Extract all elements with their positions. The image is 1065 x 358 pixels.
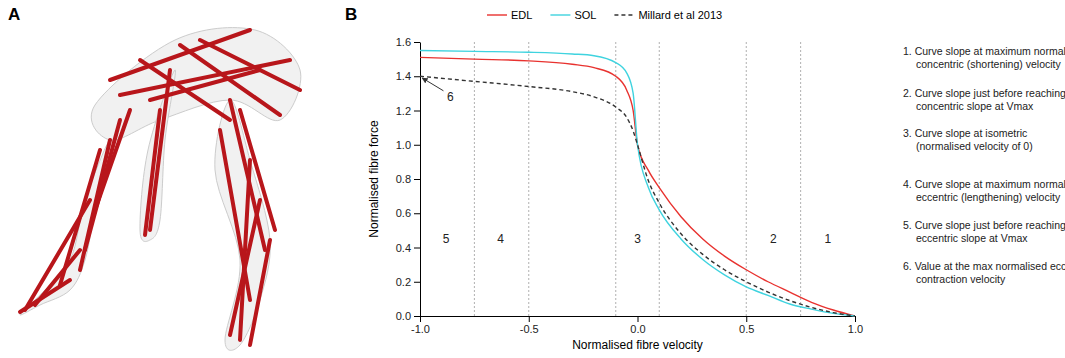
- x-axis-title: Normalised fibre velocity: [572, 338, 703, 352]
- tick-mark: [414, 213, 420, 214]
- annotation: 6: [447, 90, 454, 104]
- region-lines: [474, 42, 800, 316]
- region-line: [800, 42, 801, 316]
- tick: -1.0: [411, 316, 430, 335]
- musculoskeletal-model: [20, 28, 301, 351]
- note-line: 4. Curve slope at maximum normalised: [903, 178, 1065, 190]
- legend-swatch: [614, 14, 634, 15]
- note-line: 5. Curve slope just before reaching: [903, 219, 1065, 231]
- annotation-arrow: [422, 78, 443, 91]
- annotation: 1: [824, 232, 831, 246]
- annotation: 2: [770, 232, 777, 246]
- tick: 1.0: [396, 139, 420, 151]
- tick-mark: [855, 316, 856, 322]
- y-axis: 0.0 0.2 0.4 0.6 0.8 1.0 1.2 1.4 1.6: [396, 36, 421, 322]
- tick: 0.8: [396, 173, 420, 185]
- note-line: contraction velocity: [916, 273, 1006, 285]
- muscle-path: [25, 200, 90, 310]
- region-line: [474, 42, 475, 316]
- note-line: 2. Curve slope just before reaching: [903, 87, 1065, 99]
- annotation: 4: [497, 232, 504, 246]
- tick-mark: [420, 316, 421, 322]
- note-line: concentric (shortening) velocity: [916, 58, 1061, 70]
- legend: EDL SOL Millard et al 2013: [487, 9, 722, 21]
- tick-mark: [414, 111, 420, 112]
- tick: 1.0: [848, 316, 863, 335]
- tick-label: 0.8: [396, 173, 411, 185]
- tick-mark: [638, 316, 639, 322]
- tick-label: 0.4: [396, 242, 411, 254]
- muscle-path: [145, 110, 160, 235]
- tick-label: 0.5: [739, 323, 754, 335]
- tick-label: 0.6: [396, 207, 411, 219]
- panel-label: A: [8, 5, 20, 24]
- body-shape: [215, 100, 270, 350]
- tick-label: 0.0: [630, 323, 645, 335]
- note-line: eccentric (lengthening) velocity: [916, 191, 1061, 203]
- annotations: 5 4 3 2 1 6: [422, 78, 831, 246]
- series-line: [420, 51, 855, 316]
- axis-line: [420, 43, 421, 317]
- tick-mark: [414, 282, 420, 283]
- figure: A B -1.0 -0.5 0.0 0.5 1.0 0.0 0.2 0.4 0.6 0.8 1.0 1.2…: [0, 0, 1065, 358]
- note-line: eccentric slope at Vmax: [916, 232, 1028, 244]
- note-line: 3. Curve slope at isometric: [903, 127, 1027, 139]
- tick-mark: [414, 248, 420, 249]
- tick-mark: [414, 179, 420, 180]
- annotation: 3: [634, 232, 641, 246]
- region-line: [528, 42, 529, 316]
- tick-label: 1.4: [396, 70, 411, 82]
- legend-label: EDL: [511, 9, 532, 21]
- series-line: [420, 57, 855, 316]
- tick: 1.4: [396, 70, 420, 82]
- region-line: [615, 42, 616, 316]
- note-line: concentric slope at Vmax: [916, 100, 1034, 112]
- plot-lines: [420, 51, 855, 316]
- body-shape: [91, 28, 301, 141]
- legend-swatch: [487, 14, 507, 15]
- tick-mark: [414, 316, 420, 317]
- tick: 0.4: [396, 242, 420, 254]
- tick-mark: [746, 316, 747, 322]
- muscle-path: [150, 70, 170, 230]
- tick: 0.6: [396, 207, 420, 219]
- muscle-path: [85, 120, 120, 250]
- body-shape: [20, 140, 110, 315]
- tick-label: 1.0: [396, 139, 411, 151]
- region-line: [659, 42, 660, 316]
- tick-mark: [529, 316, 530, 322]
- legend-label: SOL: [574, 9, 596, 21]
- notes: 1. Curve slope at maximum normalisedconc…: [903, 45, 1065, 285]
- tick: 0.2: [396, 276, 420, 288]
- tick-label: -1.0: [411, 323, 430, 335]
- y-axis-title: Normalised fibre force: [367, 120, 381, 238]
- series-line: [420, 76, 855, 316]
- tick-label: 0.2: [396, 276, 411, 288]
- region-line: [746, 42, 747, 316]
- legend-label: Millard et al 2013: [638, 9, 722, 21]
- muscle-path: [250, 240, 270, 345]
- panel-label: B: [345, 5, 357, 24]
- x-axis: -1.0 -0.5 0.0 0.5 1.0: [411, 316, 863, 335]
- tick-label: -0.5: [520, 323, 539, 335]
- tick: 0.5: [739, 316, 754, 335]
- note-line: 6. Value at the max normalised eccentric: [903, 260, 1065, 272]
- note-line: 1. Curve slope at maximum normalised: [903, 45, 1065, 57]
- tick: 1.2: [396, 105, 420, 117]
- tick-mark: [414, 76, 420, 77]
- legend-swatch: [550, 14, 570, 15]
- tick: 1.6: [396, 36, 420, 48]
- tick-label: 0.0: [396, 310, 411, 322]
- tick: 0.0: [396, 310, 420, 322]
- tick-label: 1.6: [396, 36, 411, 48]
- note-line: (normalised velocity of 0): [916, 140, 1033, 152]
- tick: -0.5: [520, 316, 539, 335]
- tick-label: 1.0: [848, 323, 863, 335]
- tick-mark: [414, 42, 420, 43]
- muscle-path: [20, 280, 70, 312]
- tick-mark: [414, 145, 420, 146]
- tick: 0.0: [630, 316, 645, 335]
- tick-label: 1.2: [396, 105, 411, 117]
- annotation: 5: [443, 232, 450, 246]
